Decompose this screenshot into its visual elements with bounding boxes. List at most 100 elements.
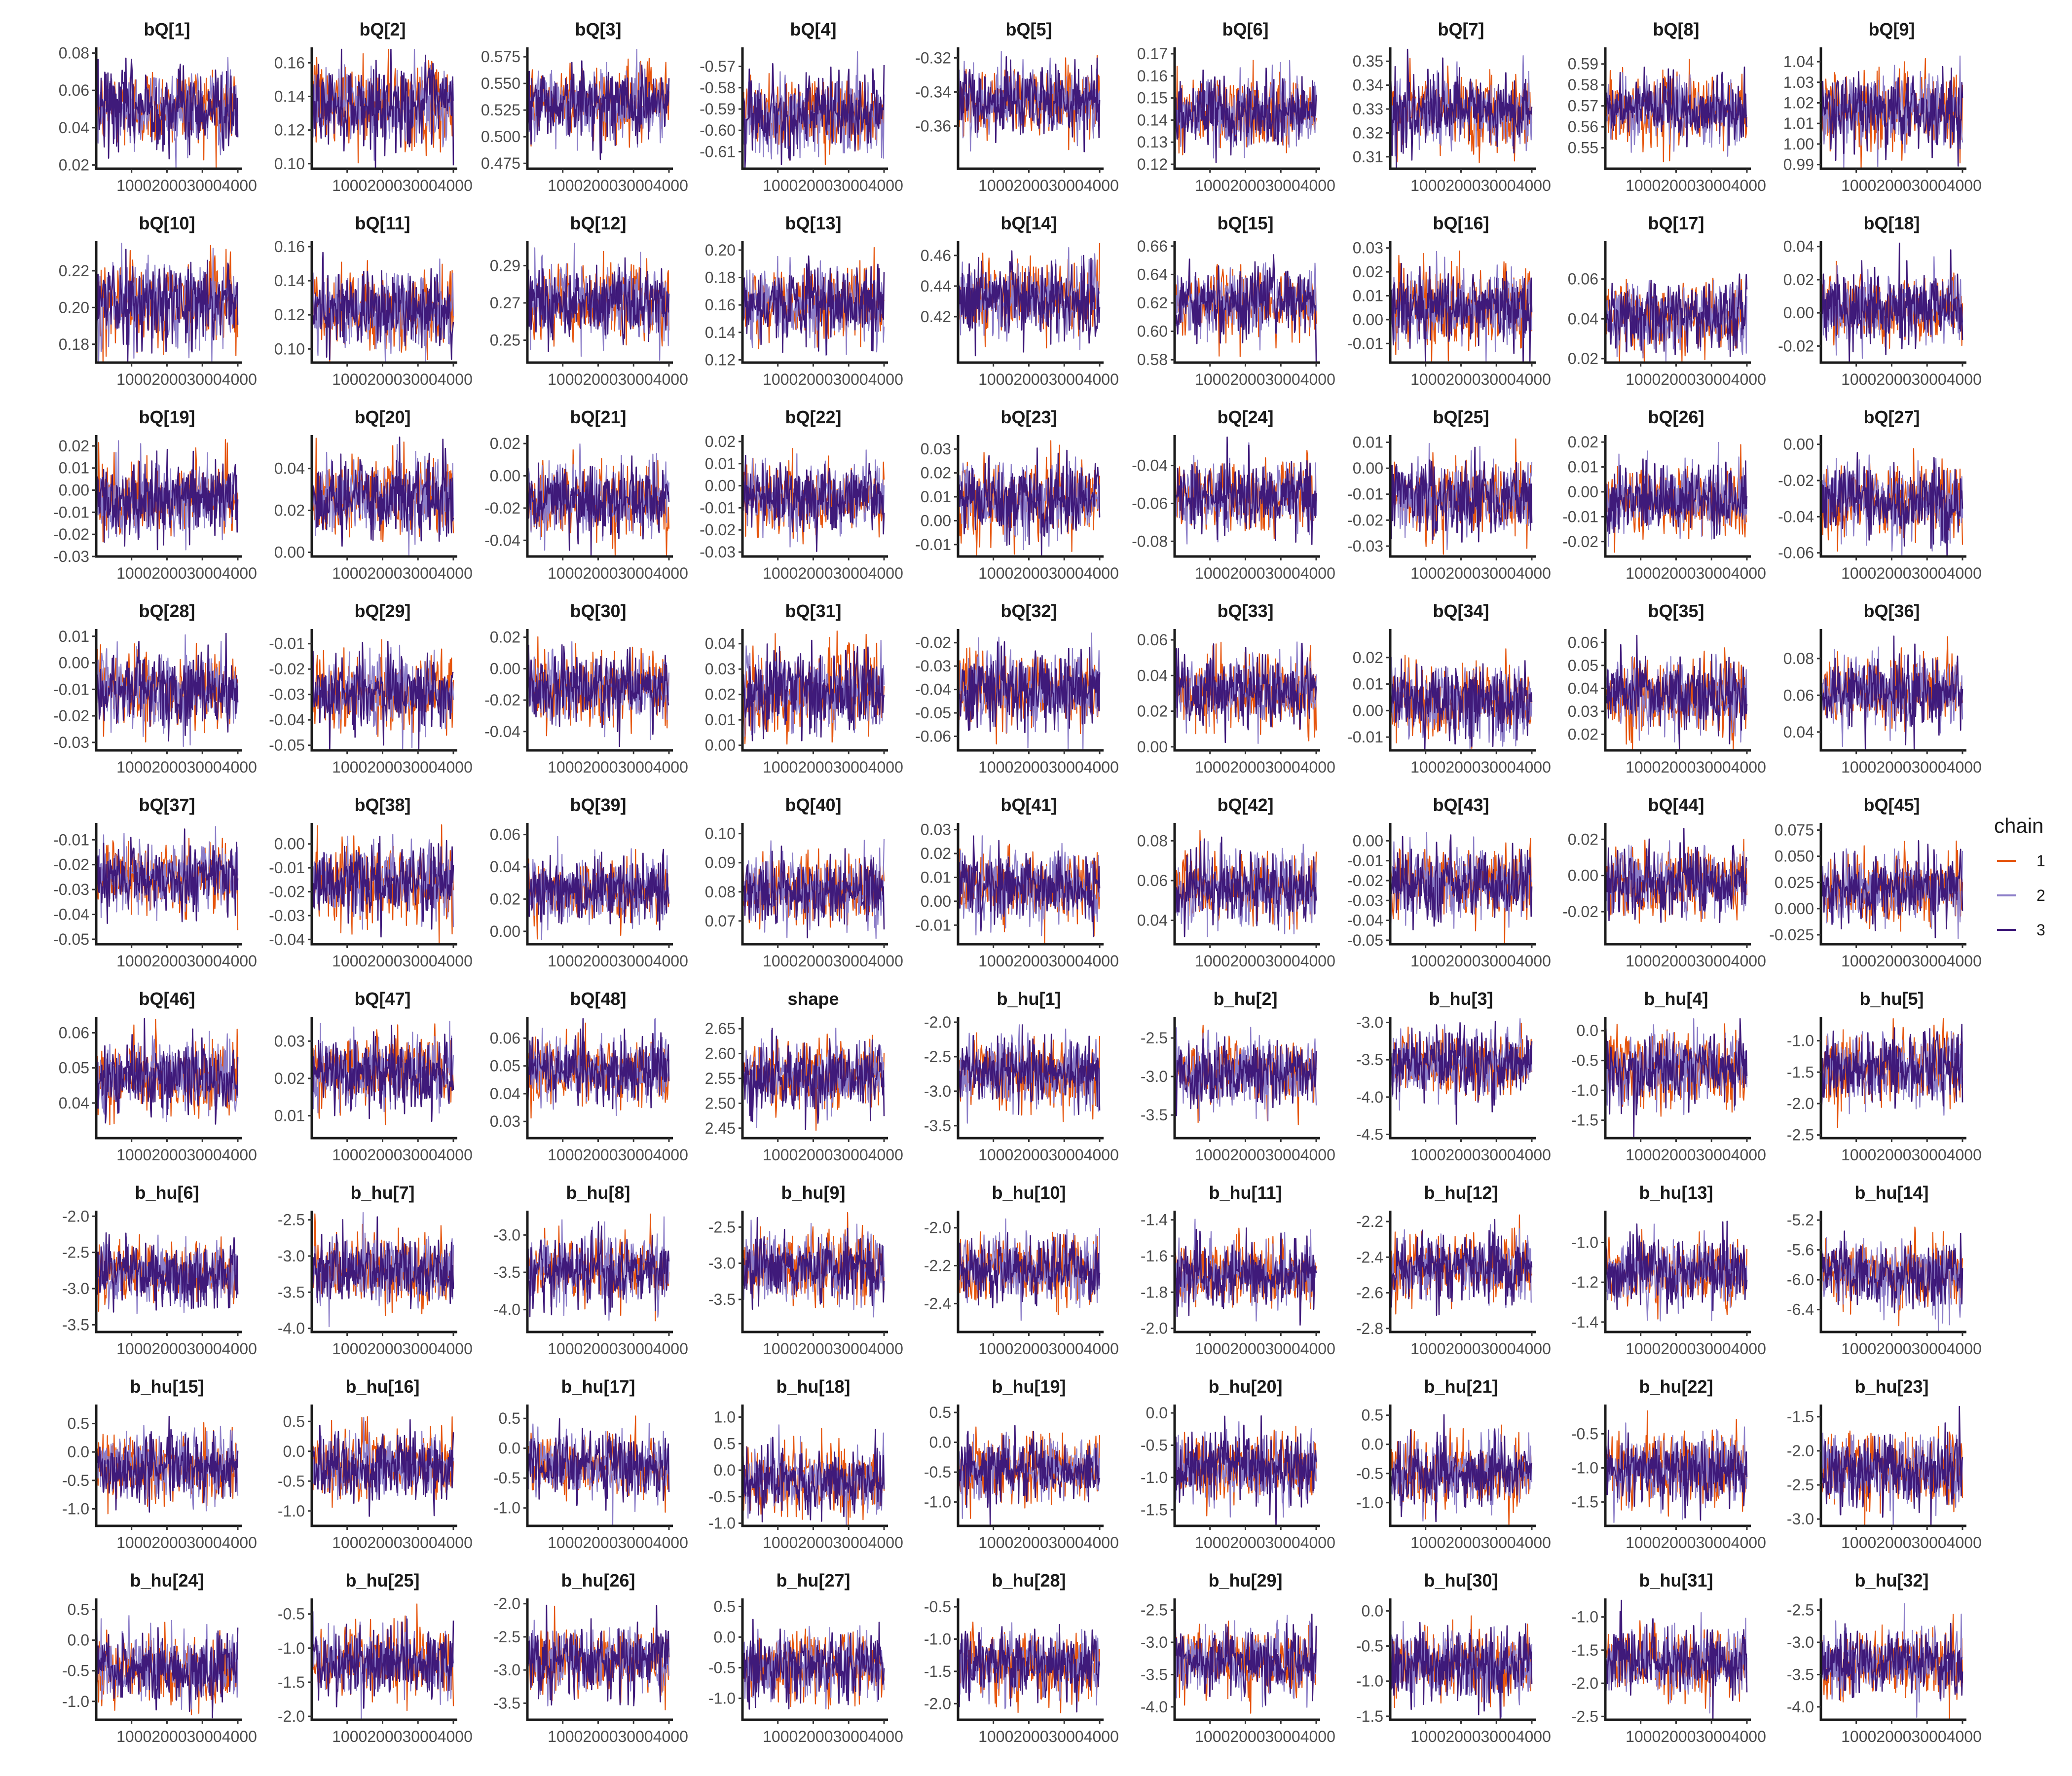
- axis-lines: [95, 241, 242, 364]
- y-tick-label: -2.0: [924, 1013, 951, 1031]
- trace-lines: [741, 630, 885, 745]
- x-tick-labels: 1000200030004000: [116, 1146, 257, 1164]
- trace-line-chain-3: [1389, 446, 1533, 543]
- axis-lines: [1173, 47, 1320, 170]
- y-tick-label: 0.17: [1137, 45, 1168, 63]
- y-tick-label: 0.075: [1775, 821, 1814, 839]
- y-tick-label: -1.5: [1571, 1641, 1598, 1659]
- y-tick-label: -4.5: [1356, 1125, 1383, 1143]
- axis-lines: [1819, 1017, 1966, 1140]
- x-tick-labels: 1000200030004000: [763, 952, 903, 970]
- trace-panel: b_hu[15] -1.0 -0.5 0.0 0.5 1000200030004000: [62, 1376, 257, 1552]
- trace-panel: b_hu[7] -4.0 -3.5 -3.0 -2.5 1000200030004000: [278, 1183, 473, 1358]
- axis-lines: [741, 1405, 888, 1527]
- y-tick-label: -2.0: [1571, 1674, 1598, 1692]
- trace-line-chain-3: [1174, 1415, 1317, 1526]
- trace-panel: b_hu[11] -2.0 -1.8 -1.6 -1.4 1000200030004000: [1141, 1183, 1335, 1358]
- trace-lines: [311, 436, 454, 557]
- y-tick-label: 0.5: [714, 1597, 736, 1615]
- y-tick-label: -0.61: [700, 143, 736, 160]
- panel-title: b_hu[14]: [1854, 1183, 1928, 1203]
- x-tick-labels: 1000200030004000: [116, 177, 257, 194]
- y-tick-label: -0.5: [62, 1472, 89, 1489]
- trace-line-chain-3: [95, 1627, 239, 1719]
- y-tick-label: 0.06: [59, 1024, 89, 1041]
- trace-panel: b_hu[26] -3.5 -3.0 -2.5 -2.0 1000200030004000: [493, 1570, 688, 1745]
- trace-panel: b_hu[17] -1.0 -0.5 0.0 0.5 1000200030004000: [493, 1376, 688, 1552]
- x-tick-labels: 1000200030004000: [1626, 1340, 1766, 1358]
- trace-line-chain-3: [1604, 458, 1748, 539]
- axis-lines: [1173, 435, 1320, 558]
- x-tick-labels: 1000200030004000: [978, 177, 1119, 194]
- trace-panel: bQ[24] -0.08 -0.06 -0.04 1000200030004000: [1132, 407, 1335, 582]
- y-tick-label: -3.0: [493, 1661, 520, 1679]
- y-tick-label: 0.050: [1775, 848, 1814, 865]
- trace-lines: [1389, 832, 1533, 945]
- y-tick-label: 2.50: [705, 1094, 736, 1112]
- trace-lines: [741, 839, 885, 939]
- panel-title: b_hu[23]: [1854, 1376, 1928, 1397]
- trace-line-chain-3: [311, 640, 454, 751]
- y-tick-label: -0.5: [1141, 1436, 1168, 1454]
- trace-line-chain-3: [1820, 1623, 1963, 1701]
- trace-lines: [1820, 1406, 1963, 1527]
- y-tick-label: -2.5: [278, 1211, 305, 1229]
- x-tick-labels: 1000200030004000: [978, 952, 1119, 970]
- panel-title: bQ[38]: [354, 795, 410, 815]
- y-tick-label: -0.04: [915, 681, 951, 699]
- trace-line-chain-3: [1389, 1622, 1533, 1721]
- y-tick-label: 0.02: [1568, 725, 1598, 743]
- y-tick-label: -1.6: [1141, 1247, 1168, 1265]
- trace-panel: bQ[13] 0.12 0.14 0.16 0.18 0.20 10002000300040…: [705, 213, 903, 388]
- panel-title: b_hu[20]: [1208, 1376, 1282, 1397]
- panel-title: b_hu[3]: [1429, 989, 1493, 1009]
- y-tick-label: -0.32: [915, 49, 951, 67]
- y-tick-label: 0.06: [1568, 633, 1598, 651]
- panel-title: b_hu[10]: [992, 1183, 1066, 1203]
- trace-line-chain-3: [311, 1618, 454, 1709]
- y-tick-label: 0.02: [490, 629, 520, 646]
- panel-title: b_hu[8]: [566, 1183, 630, 1203]
- x-tick-labels: 1000200030004000: [1626, 564, 1766, 582]
- y-tick-label: -0.02: [1347, 511, 1383, 529]
- trace-panel: b_hu[2] -3.5 -3.0 -2.5 1000200030004000: [1141, 989, 1335, 1164]
- panel-title: bQ[27]: [1863, 407, 1920, 427]
- y-tick-label: 0.02: [705, 433, 736, 450]
- y-tick-label: 0.12: [274, 306, 305, 324]
- y-tick-label: 0.00: [59, 481, 89, 499]
- trace-line-chain-3: [957, 56, 1101, 152]
- axis-lines: [526, 823, 673, 946]
- y-tick-label: -0.01: [53, 680, 89, 698]
- panel-title: bQ[45]: [1863, 795, 1920, 815]
- y-tick-label: -0.01: [269, 635, 305, 653]
- trace-panel: bQ[44] -0.02 0.00 0.02 1000200030004000: [1562, 795, 1766, 970]
- trace-line-chain-3: [957, 447, 1101, 556]
- y-tick-label: -0.04: [1778, 508, 1814, 525]
- trace-lines: [1820, 1603, 1963, 1719]
- y-tick-label: 0.00: [1353, 702, 1383, 719]
- panel-title: bQ[40]: [785, 795, 841, 815]
- y-tick-label: -1.0: [708, 1515, 736, 1532]
- trace-line-chain-3: [311, 1419, 454, 1517]
- trace-panel: b_hu[8] -4.0 -3.5 -3.0 1000200030004000: [493, 1183, 688, 1358]
- trace-line-chain-3: [742, 845, 885, 939]
- y-tick-label: 0.00: [59, 654, 89, 672]
- y-tick-label: -1.0: [1571, 1081, 1598, 1099]
- trace-lines: [526, 48, 670, 160]
- y-tick-label: 2.55: [705, 1070, 736, 1087]
- trace-line-chain-3: [95, 1018, 239, 1125]
- y-tick-label: 0.00: [1353, 832, 1383, 850]
- panel-title: bQ[6]: [1222, 19, 1269, 39]
- trace-lines: [1389, 438, 1533, 555]
- trace-line-chain-3: [526, 644, 669, 747]
- x-tick-labels: 1000200030004000: [332, 177, 473, 194]
- trace-line-chain-2: [1389, 251, 1533, 364]
- x-tick-labels: 1000200030004000: [332, 952, 473, 970]
- y-tick-label: -0.05: [53, 930, 89, 948]
- trace-lines: [311, 1416, 454, 1517]
- panel-title: b_hu[27]: [776, 1570, 850, 1591]
- y-tick-label: 0.03: [1568, 703, 1598, 720]
- trace-line-chain-3: [1174, 67, 1317, 163]
- trace-line-chain-3: [95, 1232, 239, 1313]
